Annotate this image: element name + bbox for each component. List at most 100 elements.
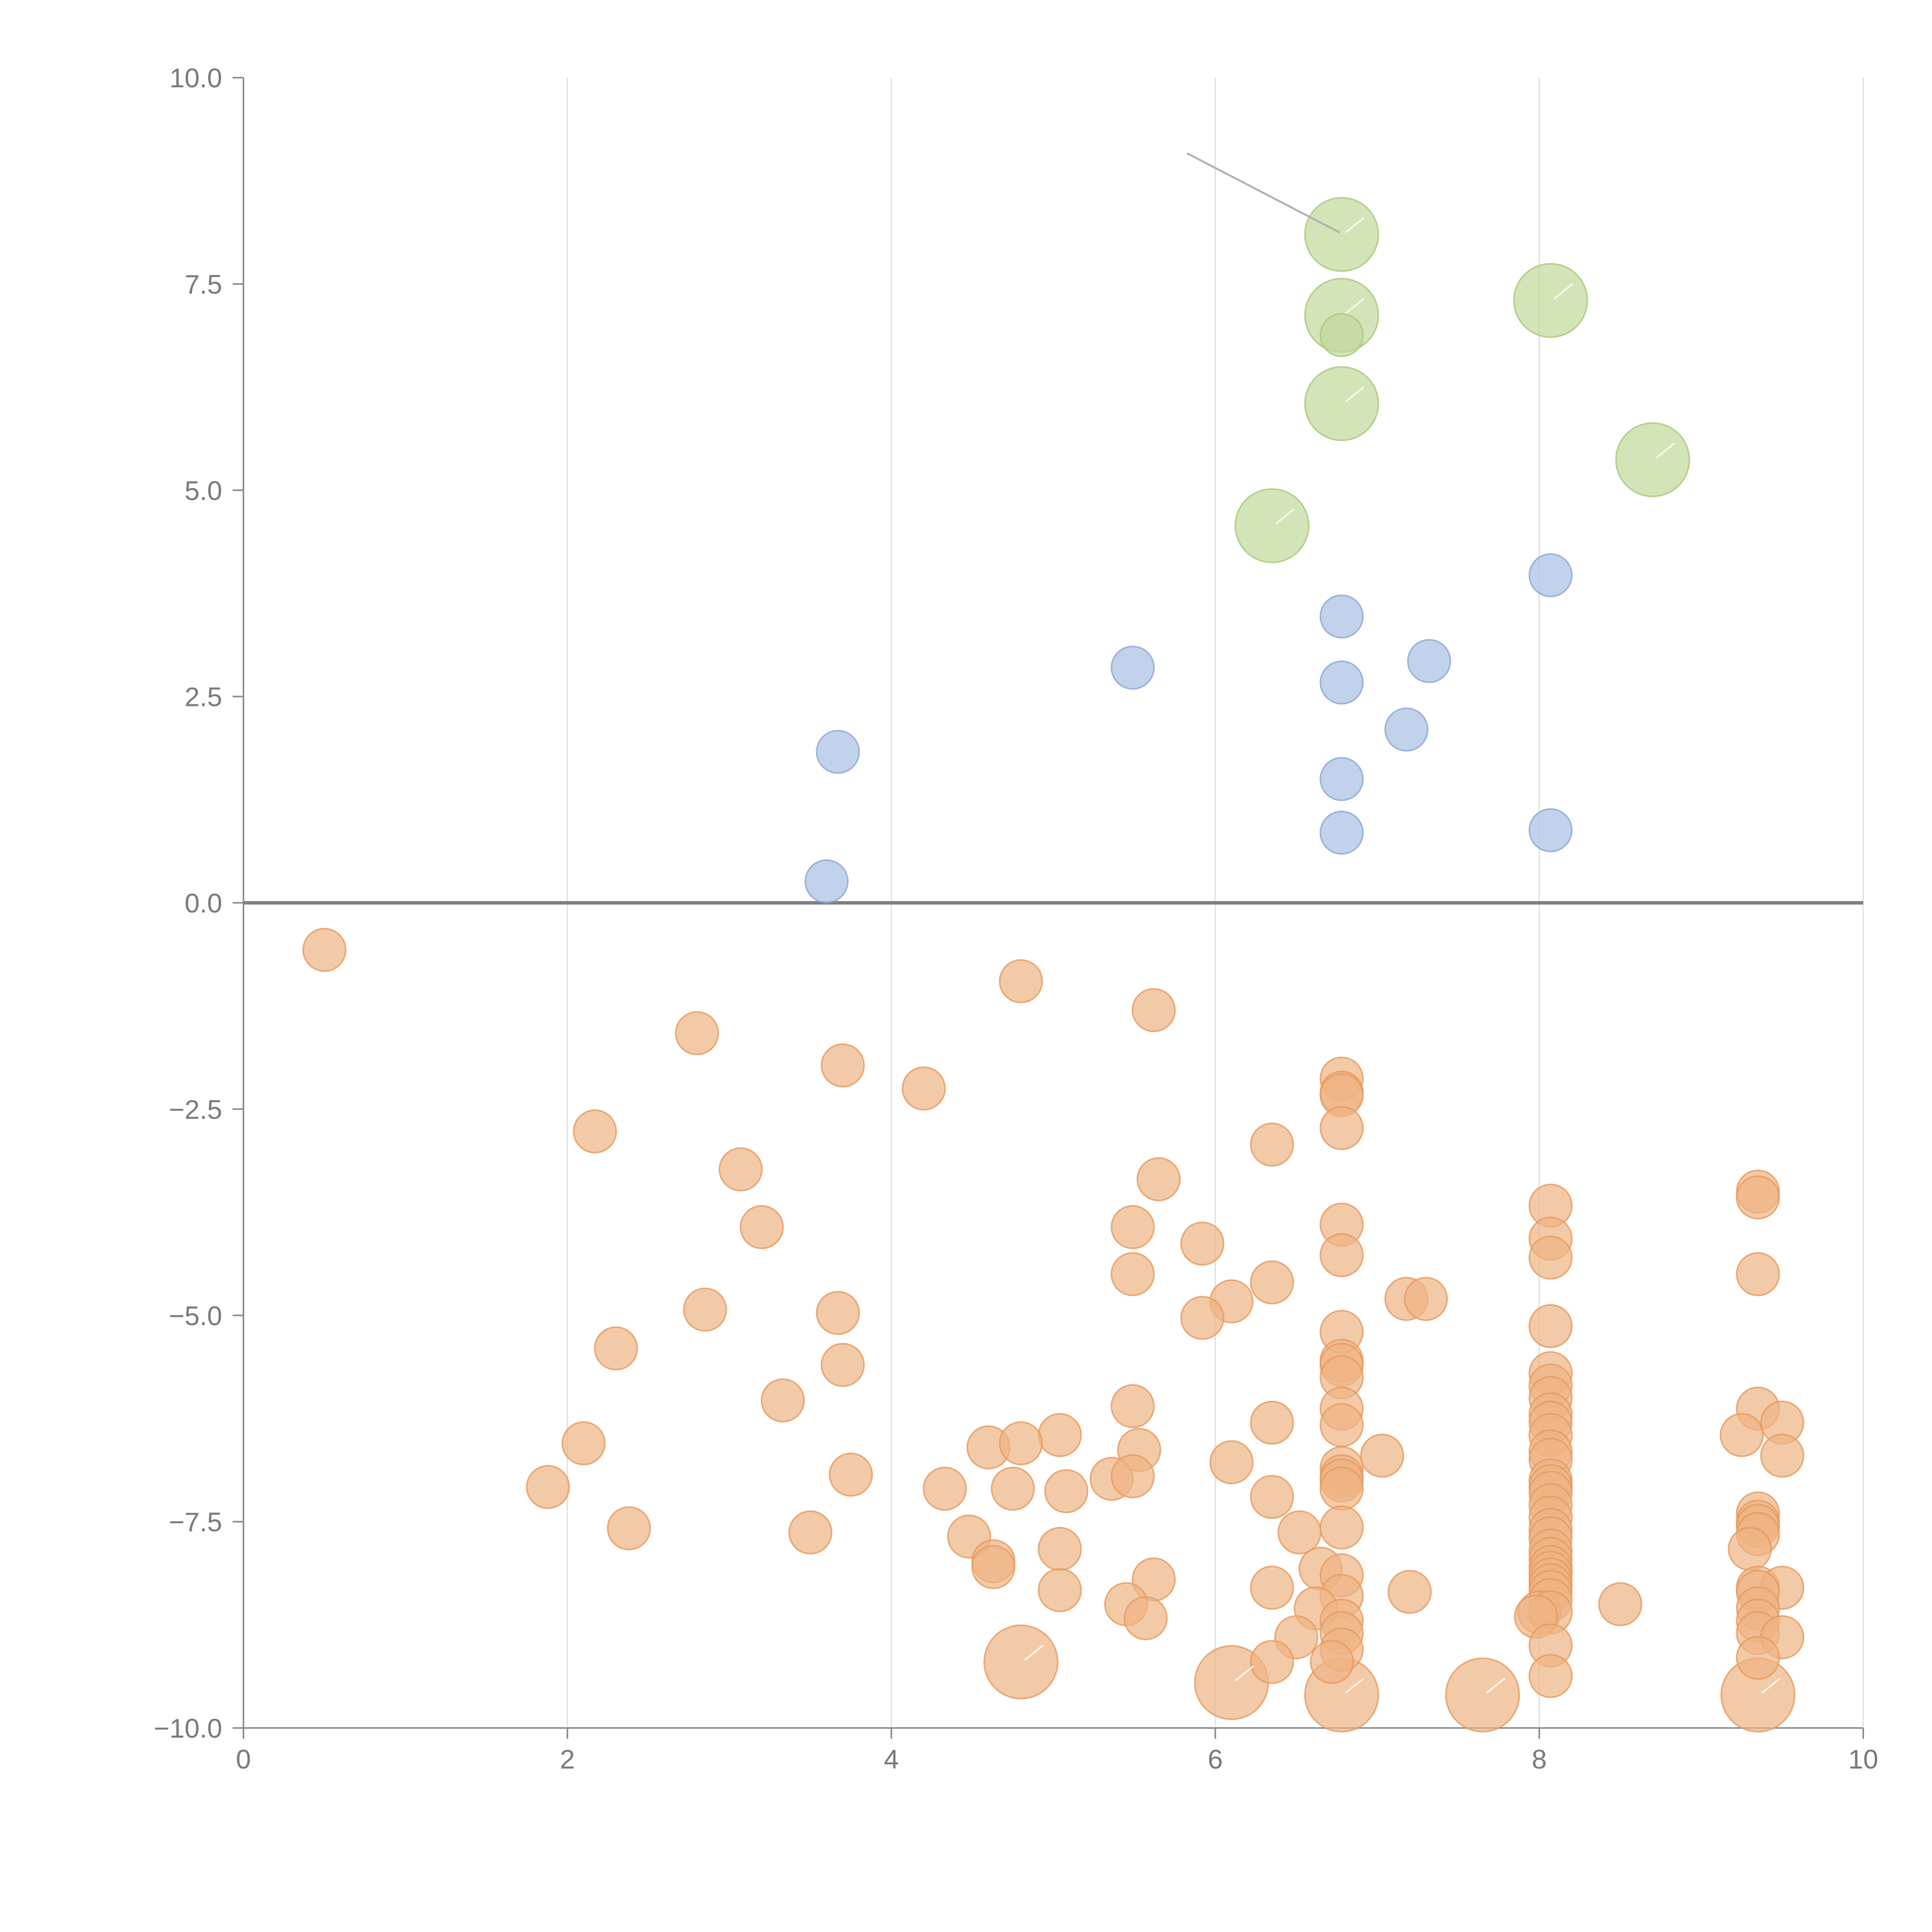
y-tick-label: 10.0 xyxy=(170,63,222,93)
blue-bubble xyxy=(1320,594,1364,639)
orange-bubble xyxy=(901,1066,946,1111)
orange-bubble xyxy=(1111,1454,1155,1498)
leader-layer xyxy=(1024,152,1781,1694)
orange-bubble xyxy=(1277,1510,1322,1554)
bubble-layer xyxy=(302,197,1804,1733)
orange-bubble xyxy=(302,928,347,972)
orange-bubble xyxy=(999,959,1043,1003)
y-tick-label: −7.5 xyxy=(169,1507,222,1537)
orange-bubble xyxy=(1180,1221,1225,1266)
orange-bubble xyxy=(1180,1296,1225,1340)
blue-bubble xyxy=(1320,660,1364,705)
bubble-inner-leader xyxy=(1761,1678,1781,1694)
green-bubble xyxy=(1513,263,1588,338)
orange-bubble xyxy=(821,1043,865,1088)
annotation-leader-line xyxy=(1187,152,1340,233)
orange-bubble xyxy=(607,1506,651,1551)
bubble-inner-leader xyxy=(1345,217,1364,233)
orange-bubble xyxy=(1136,1157,1181,1201)
y-tick-label: 7.5 xyxy=(185,269,222,299)
orange-bubble xyxy=(1044,1469,1088,1514)
orange-bubble xyxy=(1736,1636,1780,1680)
orange-bubble xyxy=(1310,1640,1354,1684)
blue-bubble xyxy=(816,730,860,774)
orange-bubble xyxy=(573,1109,617,1154)
green-bubble xyxy=(1304,197,1379,272)
orange-bubble xyxy=(821,1343,865,1387)
bubble-inner-leader xyxy=(1486,1678,1505,1694)
blue-bubble xyxy=(1407,639,1451,683)
y-tick-label: 2.5 xyxy=(185,682,222,712)
orange-bubble xyxy=(1719,1413,1764,1457)
orange-bubble xyxy=(1736,1175,1780,1219)
bubble-inner-leader xyxy=(1656,442,1675,459)
orange-bubble xyxy=(740,1205,784,1249)
orange-bubble xyxy=(1760,1434,1804,1478)
bubble-inner-leader xyxy=(1345,1678,1364,1694)
y-tick-label: −2.5 xyxy=(169,1094,222,1124)
orange-bubble xyxy=(1250,1640,1294,1684)
orange-bubble xyxy=(1360,1434,1404,1478)
orange-bubble xyxy=(1388,1570,1432,1614)
orange-bubble xyxy=(1598,1582,1643,1626)
orange-bubble xyxy=(923,1466,967,1511)
green-bubble xyxy=(1320,313,1364,357)
orange-bubble xyxy=(1736,1252,1780,1296)
x-tick-label: 2 xyxy=(560,1744,575,1774)
blue-bubble xyxy=(804,859,849,903)
orange-bubble xyxy=(760,1378,805,1423)
bubble-inner-leader xyxy=(1275,509,1295,525)
bubble-inner-leader xyxy=(1345,386,1364,403)
x-tick-label: 10 xyxy=(1848,1744,1878,1774)
orange-bubble xyxy=(1404,1277,1448,1321)
orange-bubble xyxy=(1728,1527,1772,1571)
orange-bubble xyxy=(1250,1400,1294,1445)
orange-bubble xyxy=(1320,1106,1364,1150)
orange-bubble xyxy=(1445,1657,1520,1733)
x-tick-label: 0 xyxy=(236,1744,251,1774)
orange-bubble xyxy=(1111,1384,1155,1429)
blue-bubble xyxy=(1528,553,1573,597)
y-tick-label: 5.0 xyxy=(185,476,222,506)
bubble-inner-leader xyxy=(1554,283,1573,299)
green-bubble xyxy=(1304,366,1379,441)
orange-bubble xyxy=(594,1326,638,1371)
blue-bubble xyxy=(1320,757,1364,801)
green-bubble xyxy=(1615,422,1690,497)
x-tick-label: 4 xyxy=(884,1744,899,1774)
green-bubble xyxy=(1234,488,1310,563)
orange-bubble xyxy=(561,1421,606,1466)
orange-bubble xyxy=(1250,1475,1294,1519)
orange-bubble xyxy=(1111,1252,1155,1296)
blue-bubble xyxy=(1320,810,1364,855)
orange-bubble xyxy=(526,1465,570,1509)
orange-bubble xyxy=(1209,1440,1254,1485)
orange-bubble xyxy=(788,1510,833,1554)
orange-bubble xyxy=(983,1624,1059,1700)
y-tick-label: 0.0 xyxy=(185,888,222,918)
orange-bubble xyxy=(999,1421,1043,1466)
orange-bubble xyxy=(971,1545,1015,1589)
orange-bubble xyxy=(1250,1260,1294,1304)
orange-bubble xyxy=(1528,1654,1573,1698)
bubble-inner-leader xyxy=(1235,1665,1254,1682)
orange-bubble xyxy=(1037,1527,1082,1571)
orange-bubble xyxy=(816,1291,860,1335)
orange-bubble xyxy=(1250,1565,1294,1610)
x-tick-label: 8 xyxy=(1532,1744,1547,1774)
orange-bubble xyxy=(1111,1205,1155,1249)
orange-bubble xyxy=(1320,1403,1364,1447)
blue-bubble xyxy=(1528,808,1573,852)
x-tick-label: 6 xyxy=(1208,1744,1223,1774)
orange-bubble xyxy=(829,1452,873,1497)
axis-layer: 0 2 4 6 8 10 10.0 7.5 5.0 2.5 0.0 −2.5 −5.0 −7.5 −10.0 xyxy=(154,63,1878,1774)
blue-bubble xyxy=(1111,645,1155,690)
orange-bubble xyxy=(1320,1466,1364,1511)
y-tick-label: −5.0 xyxy=(169,1301,222,1331)
orange-bubble xyxy=(683,1287,727,1332)
orange-bubble xyxy=(1320,1233,1364,1277)
orange-bubble xyxy=(718,1147,763,1192)
orange-bubble xyxy=(991,1466,1035,1511)
